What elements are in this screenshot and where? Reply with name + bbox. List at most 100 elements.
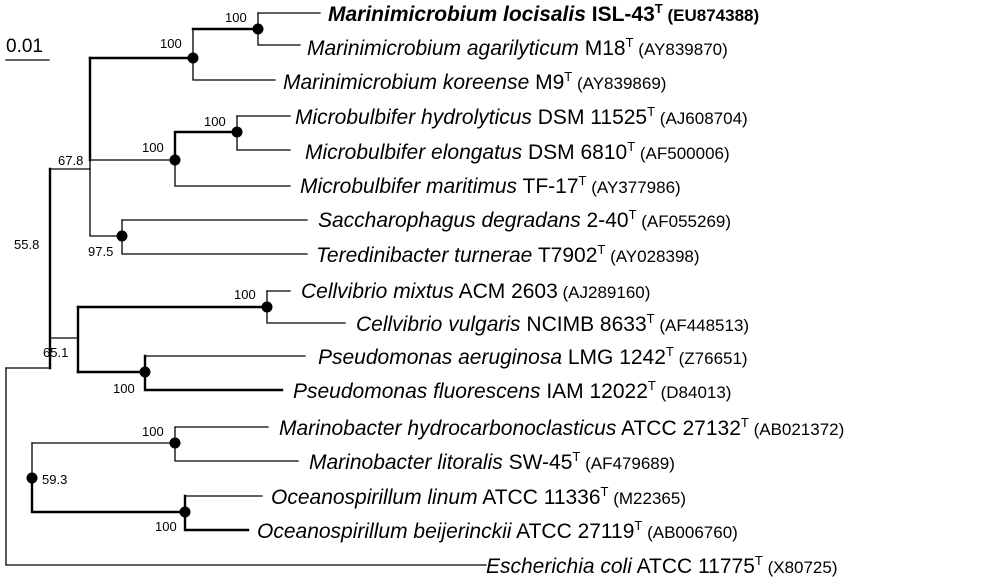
taxon-accession: (AF448513) [659,316,749,335]
type-strain-marker: T [741,415,749,430]
bootstrap-value: 100 [204,114,226,129]
taxon-accession: (AF055269) [641,212,731,231]
type-strain-marker: T [597,242,605,257]
type-strain-marker: T [626,35,634,50]
node-dot [231,126,243,138]
bootstrap-value: 100 [160,36,182,51]
taxon-labels: Marinimicrobium locisalis ISL-43T (EU874… [257,1,844,578]
taxon-name: Microbulbifer maritimus [300,175,518,198]
taxon-name: Cellvibrio mixtus [301,280,454,303]
type-strain-marker: T [647,104,655,119]
taxon-label: Marinimicrobium koreense M9T (AY839869) [283,69,666,94]
taxon-strain: DSM 11525 [538,106,647,129]
taxon-strain: T7902 [538,244,598,267]
taxon-accession: (AF479689) [585,454,675,473]
branch-mb-maritimus [174,159,291,187]
taxon-accession: (AY839870) [638,40,727,59]
node-dot [187,52,199,64]
branch-to-65-1 [49,337,79,369]
bootstrap-value: 100 [225,10,247,25]
scale-bar: 0.01 [5,36,50,61]
taxon-label: Marinobacter litoralis SW-45T (AF479689) [309,449,675,474]
bootstrap-value: 100 [113,381,135,396]
taxon-strain: TF-17 [523,175,579,198]
bootstrap-labels: 100 100 100 100 67.8 97.5 55.8 100 65.1 … [14,10,256,534]
taxon-label: Pseudomonas fluorescens IAM 12022T (D840… [293,378,731,403]
taxon-label: Escherichia coli ATCC 11775T (X80725) [486,553,838,578]
type-strain-marker: T [655,1,663,16]
type-strain-marker: T [629,207,637,222]
taxon-label: Cellvibrio mixtus ACM 2603 (AJ289160) [301,280,650,303]
taxon-strain: ATCC 11775 [637,555,755,578]
branch-mb-elongatus [236,115,291,151]
bootstrap-value: 100 [142,424,164,439]
branch-o-beijerinckii [183,494,250,532]
taxon-label: Teredinibacter turnerae T7902T (AY028398… [316,242,700,267]
taxon-label: Marinimicrobium locisalis ISL-43T (EU874… [328,1,759,26]
taxon-strain: LMG 1242 [568,346,666,369]
node-dot [252,23,264,35]
taxon-accession: (M22365) [613,489,686,508]
taxon-strain: 2-40 [587,209,629,232]
branch-m-koreense [192,28,276,81]
taxon-accession: (AJ608704) [660,109,748,128]
taxon-label: Oceanospirillum beijerinckii ATCC 27119T… [257,518,738,543]
bootstrap-value: 65.1 [43,345,68,360]
scale-bar-label: 0.01 [6,36,43,57]
taxon-name: Marinimicrobium koreense [283,71,529,94]
taxon-label: Microbulbifer elongatus DSM 6810T (AF500… [305,139,730,164]
bootstrap-value: 100 [155,519,177,534]
type-strain-marker: T [634,518,642,533]
type-strain-marker: T [601,484,609,499]
taxon-label: Marinimicrobium agarilyticum M18T (AY839… [307,35,728,60]
bootstrap-value: 59.3 [42,472,67,487]
type-strain-marker: T [647,311,655,326]
branch-p-fluorescens [143,354,284,392]
taxon-label: Microbulbifer hydrolyticus DSM 11525T (A… [295,104,748,129]
taxon-name: Saccharophagus degradans [318,209,581,232]
taxon-name: Marinimicrobium locisalis [328,3,586,26]
node-dot [169,437,181,449]
taxon-strain: ISL-43 [592,3,655,26]
type-strain-marker: T [579,173,587,188]
taxon-strain: ATCC 27132 [621,417,741,440]
taxon-name: Marinobacter litoralis [309,451,503,474]
type-strain-marker: T [666,344,674,359]
taxon-accession: (Z76651) [679,349,748,368]
taxon-name: Cellvibrio vulgaris [356,313,521,336]
taxon-name: Marinimicrobium agarilyticum [307,37,579,60]
taxon-accession: (AY028398) [610,247,699,266]
type-strain-marker: T [755,553,763,568]
branch-to-mb-node [173,130,239,162]
node-dot [116,230,128,242]
taxon-accession: (AB021372) [754,420,845,439]
node-dot [261,301,273,313]
taxon-accession: (AY377986) [591,178,680,197]
branch-node-67-8-lower [89,159,123,237]
bootstrap-value: 55.8 [14,237,39,252]
taxon-strain: M9 [535,71,564,94]
taxon-label: Pseudomonas aeruginosa LMG 1242T (Z76651… [318,344,748,369]
type-strain-marker: T [627,139,635,154]
node-dot [26,472,38,484]
node-dot [139,366,151,378]
taxon-label: Microbulbifer maritimus TF-17T (AY377986… [300,173,681,198]
node-markers [26,23,273,518]
type-strain-marker: T [572,449,580,464]
taxon-name: Oceanospirillum linum [271,486,478,509]
taxon-strain: M18 [585,37,626,60]
taxon-name: Escherichia coli [486,555,633,578]
taxon-accession: (D84013) [661,383,732,402]
taxon-strain: ATCC 27119 [516,520,634,543]
branch-m-agarilyticum [257,12,301,46]
taxon-accession: (AF500006) [640,144,730,163]
taxon-label: Marinobacter hydrocarbonoclasticus ATCC … [279,415,844,440]
bootstrap-value: 67.8 [58,153,83,168]
type-strain-marker: T [564,69,572,84]
taxon-name: Microbulbifer hydrolyticus [295,106,532,129]
taxon-strain: ATCC 11336 [482,486,600,509]
taxon-strain: ACM 2603 [459,280,558,303]
taxon-strain: NCIMB 8633 [526,313,646,336]
taxon-label: Oceanospirillum linum ATCC 11336T (M2236… [271,484,686,509]
